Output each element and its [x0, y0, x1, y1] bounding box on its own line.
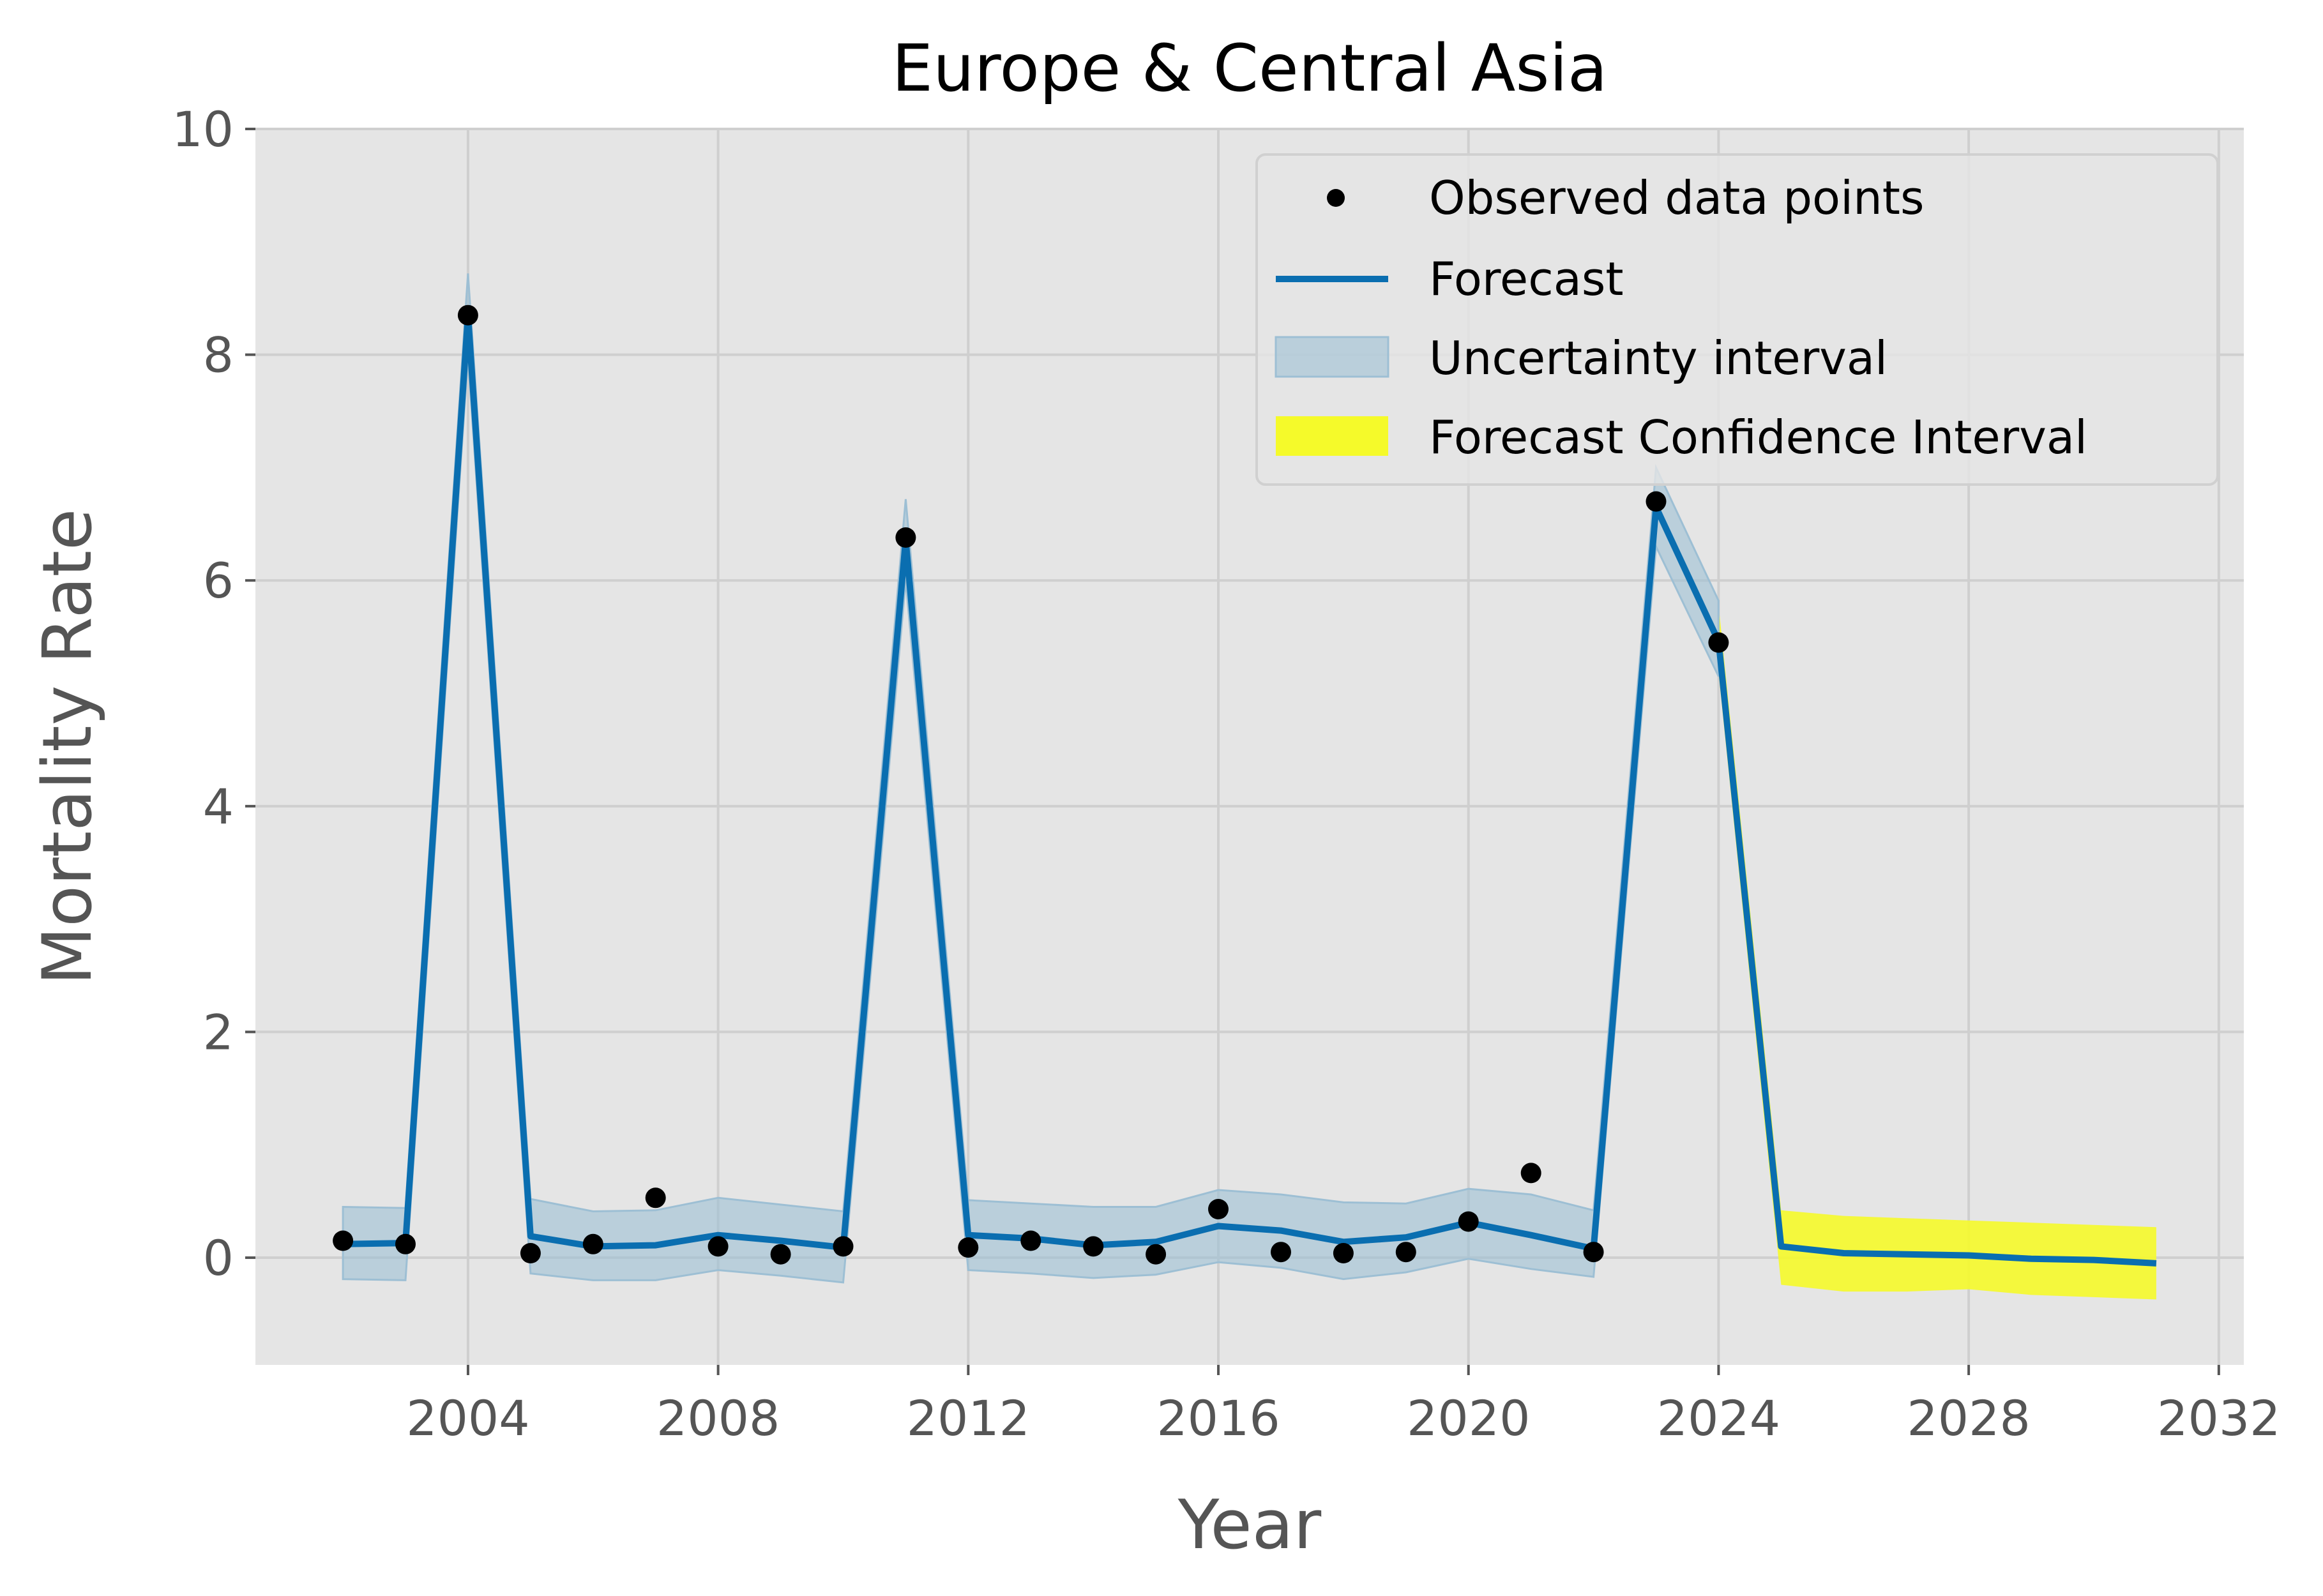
y-tick-label: 4: [203, 778, 234, 835]
observed-point: [770, 1244, 791, 1265]
observed-point: [1020, 1230, 1041, 1251]
x-tick-label: 2012: [907, 1390, 1030, 1447]
y-tick-label: 2: [203, 1004, 234, 1060]
y-tick-label: 6: [203, 552, 234, 609]
observed-point: [645, 1187, 666, 1208]
observed-point: [958, 1237, 979, 1258]
y-axis-title: Mortality Rate: [28, 509, 107, 985]
observed-point: [1083, 1236, 1104, 1257]
y-axis: 0 2 4 6 8 10: [172, 101, 255, 1286]
observed-series: [333, 305, 1729, 1265]
observed-point: [1333, 1243, 1354, 1263]
x-tick-label: 2032: [2157, 1390, 2280, 1447]
y-tick-label: 0: [203, 1230, 234, 1286]
observed-point: [1458, 1211, 1479, 1232]
legend-box: [1255, 153, 2219, 486]
x-tick-label: 2024: [1657, 1390, 1780, 1447]
x-axis-title: Year: [1177, 1486, 1322, 1564]
uncertainty-band: [342, 273, 1720, 1284]
observed-point: [833, 1236, 854, 1257]
observed-point: [895, 527, 916, 548]
observed-point: [1208, 1199, 1229, 1219]
legend-observed-marker: [1327, 189, 1345, 207]
legend-uncertainty-label: Uncertainty interval: [1429, 331, 1888, 385]
forecast-line: [343, 312, 2157, 1267]
grid: [255, 128, 2244, 1365]
observed-point: [1146, 1244, 1167, 1265]
observed-point: [395, 1233, 416, 1254]
x-tick-label: 2008: [656, 1390, 780, 1447]
observed-point: [1395, 1242, 1416, 1263]
bands: [342, 273, 2156, 1300]
y-tick-label: 8: [203, 327, 234, 384]
legend-forecast-label: Forecast: [1429, 252, 1624, 306]
x-tick-label: 2004: [406, 1390, 529, 1447]
forecast-confidence-band: [1718, 605, 2156, 1300]
legend-confidence-marker: [1276, 416, 1388, 456]
observed-point: [1646, 491, 1667, 512]
x-axis: 2004 2008 2012 2016 2020 2024 2028 2032: [406, 1365, 2281, 1447]
observed-point: [520, 1243, 541, 1263]
x-tick-label: 2020: [1407, 1390, 1530, 1447]
forecast-series: [343, 312, 2157, 1267]
observed-point: [707, 1236, 729, 1257]
observed-point: [457, 305, 478, 326]
legend: Observed data points Forecast Uncertaint…: [1255, 153, 2219, 486]
observed-point: [333, 1230, 354, 1251]
observed-point: [1271, 1242, 1291, 1263]
x-tick-label: 2016: [1156, 1390, 1280, 1447]
legend-uncertainty-marker: [1275, 336, 1389, 378]
observed-point: [1583, 1242, 1604, 1263]
y-tick-label: 10: [172, 101, 234, 158]
observed-point: [582, 1233, 603, 1254]
legend-observed-label: Observed data points: [1429, 171, 1924, 225]
observed-point: [1520, 1163, 1541, 1184]
legend-confidence-label: Forecast Confidence Interval: [1429, 410, 2087, 464]
x-tick-label: 2028: [1907, 1390, 2030, 1447]
chart-title: Europe & Central Asia: [892, 31, 1608, 107]
observed-point: [1708, 632, 1729, 653]
